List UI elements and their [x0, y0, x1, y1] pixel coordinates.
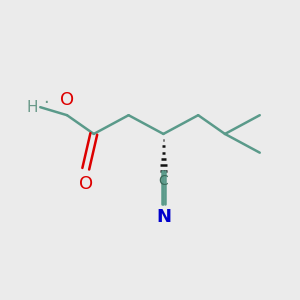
Text: O: O: [60, 91, 74, 109]
Text: ·: ·: [43, 94, 49, 112]
Text: C: C: [158, 174, 168, 188]
Text: O: O: [79, 175, 93, 193]
Text: N: N: [156, 208, 171, 226]
Text: H: H: [26, 100, 38, 115]
